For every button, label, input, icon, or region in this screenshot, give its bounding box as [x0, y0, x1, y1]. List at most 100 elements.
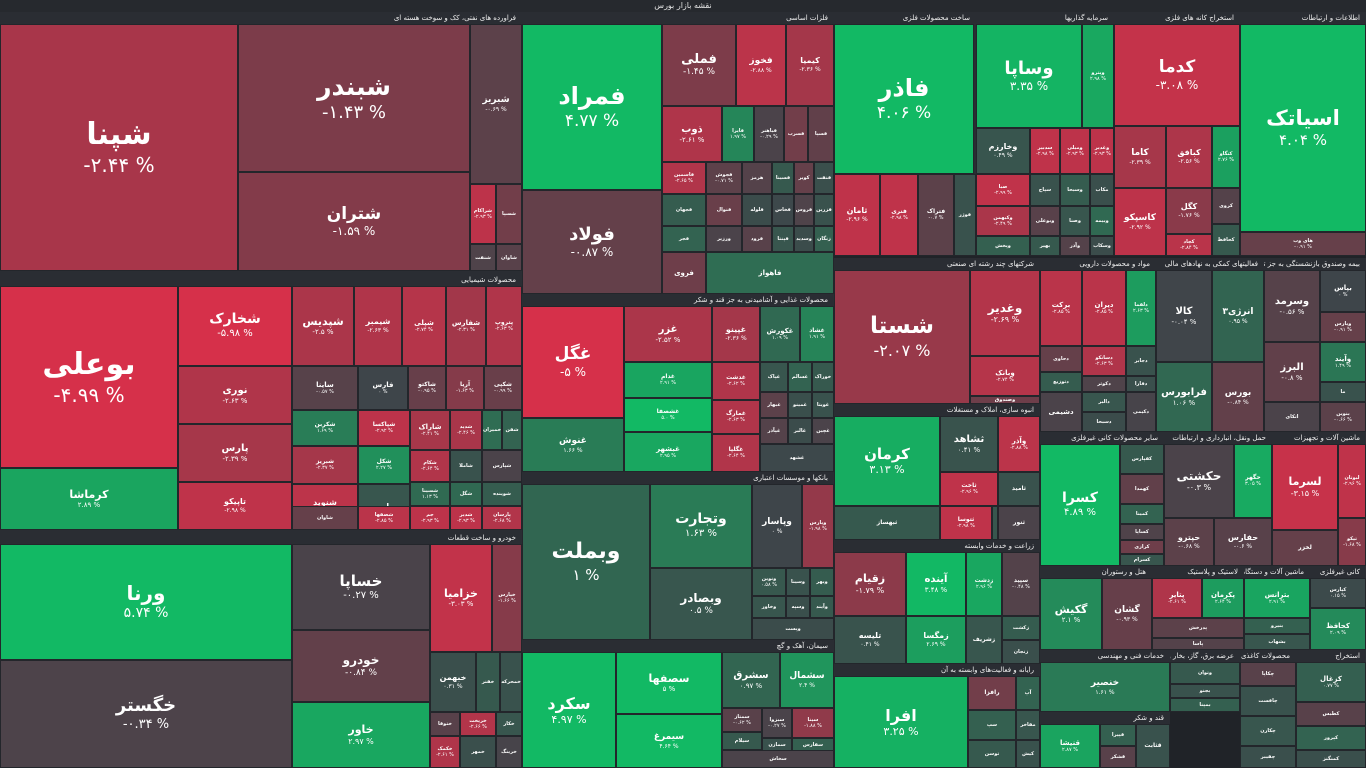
- stock-tile[interactable]: کالا -۰.۰۴ %: [1156, 270, 1212, 362]
- stock-tile[interactable]: شیمبر -۲.۶۳ %: [354, 286, 402, 366]
- stock-tile[interactable]: غسالم: [788, 362, 812, 392]
- stock-tile[interactable]: وبملت ۱ %: [522, 484, 650, 640]
- stock-tile[interactable]: وبهر: [810, 568, 834, 596]
- stock-tile[interactable]: غنوش ۱.۶۶ %: [522, 418, 624, 472]
- stock-tile[interactable]: ثاخت -۲.۹۶ %: [940, 472, 998, 506]
- stock-tile[interactable]: بمپنا: [1170, 698, 1240, 712]
- stock-tile[interactable]: فپنتا: [772, 226, 794, 252]
- stock-tile[interactable]: فجهان: [662, 194, 706, 226]
- stock-tile[interactable]: فملی -۱.۴۵ %: [662, 24, 736, 106]
- stock-tile[interactable]: فلوله: [742, 194, 772, 226]
- stock-tile[interactable]: چکاپا: [1240, 662, 1296, 686]
- stock-tile[interactable]: خکار: [496, 712, 522, 736]
- stock-tile[interactable]: وآیند ۱.۴۹ %: [1320, 342, 1366, 382]
- stock-tile[interactable]: آریا -۱.۶۳ %: [446, 366, 484, 410]
- stock-tile[interactable]: غگلپا -۲.۶۴ %: [712, 434, 760, 472]
- stock-tile[interactable]: ساینا -۰.۵۷ %: [292, 366, 358, 410]
- stock-tile[interactable]: شپدیس -۲.۵ %: [292, 286, 354, 366]
- stock-tile[interactable]: فجوش -۰.۷۱ %: [706, 162, 742, 194]
- stock-tile[interactable]: کاما -۲.۳۹ %: [1114, 126, 1166, 188]
- stock-tile[interactable]: فاهواز: [706, 252, 834, 294]
- stock-tile[interactable]: کبافق -۲.۵۶ %: [1166, 126, 1212, 188]
- stock-tile[interactable]: غمارگ -۲.۶۳ %: [712, 400, 760, 434]
- stock-tile[interactable]: دکوثر: [1082, 376, 1126, 392]
- stock-tile[interactable]: فایرا ۱.۹۷ %: [722, 106, 754, 162]
- stock-tile[interactable]: بهیر: [1030, 236, 1060, 256]
- stock-tile[interactable]: وتجارت ۱.۶۳ %: [650, 484, 752, 568]
- stock-tile[interactable]: شکپی -۰.۹۹ %: [484, 366, 522, 410]
- stock-tile[interactable]: کحافظ ۲.۰۹ %: [1310, 608, 1366, 650]
- stock-tile[interactable]: حفارس -۰.۶ %: [1214, 518, 1272, 566]
- stock-tile[interactable]: غچین: [812, 418, 834, 444]
- stock-tile[interactable]: دشیمی: [1040, 392, 1082, 432]
- stock-tile[interactable]: وسدید: [794, 226, 814, 252]
- stock-tile[interactable]: وپخش: [976, 236, 1030, 256]
- stock-tile[interactable]: خرینگ: [496, 736, 522, 768]
- stock-tile[interactable]: غبهار: [760, 392, 788, 418]
- stock-tile[interactable]: مفاخر: [1016, 710, 1040, 740]
- stock-tile[interactable]: دسبحا: [1082, 412, 1126, 432]
- stock-tile[interactable]: ثنور: [998, 506, 1040, 540]
- stock-tile[interactable]: کرمان ۳.۱۳ %: [834, 416, 940, 506]
- stock-tile[interactable]: تلیسه ۰.۴۱ %: [834, 616, 906, 664]
- stock-tile[interactable]: شبریز -۲.۳۷ %: [292, 446, 358, 484]
- stock-tile[interactable]: فرابورس ۱.۰۶ %: [1156, 362, 1212, 432]
- stock-tile[interactable]: دیران -۲.۸۵ %: [1082, 270, 1126, 346]
- stock-tile[interactable]: سکرد ۴.۹۷ %: [522, 652, 616, 768]
- stock-tile[interactable]: شاراک -۲.۴۱ %: [410, 410, 450, 450]
- stock-tile[interactable]: فنوال: [706, 194, 742, 226]
- stock-tile[interactable]: ثامان -۲.۹۶ %: [834, 174, 880, 256]
- stock-tile[interactable]: کچاد -۲.۸۴ %: [1166, 234, 1212, 256]
- stock-tile[interactable]: ثتوسا -۲.۹۸ %: [940, 506, 992, 540]
- stock-tile[interactable]: کیش: [1016, 740, 1040, 768]
- stock-tile[interactable]: فوژر: [954, 174, 976, 256]
- stock-tile[interactable]: شگل: [450, 482, 482, 506]
- stock-tile[interactable]: هرمز: [742, 162, 772, 194]
- stock-tile[interactable]: بپاس ۰ %: [1320, 270, 1366, 312]
- stock-tile[interactable]: وغدیر -۲.۹۳ %: [1090, 128, 1114, 174]
- stock-tile[interactable]: سمتاز -۰.۶۲ %: [722, 708, 762, 732]
- stock-tile[interactable]: وآذر -۲.۸۸ %: [998, 416, 1040, 472]
- stock-tile[interactable]: اتکای: [1264, 402, 1320, 432]
- stock-tile[interactable]: وتوان: [1170, 662, 1240, 684]
- stock-tile[interactable]: افرا ۳.۲۵ %: [834, 676, 968, 768]
- stock-tile[interactable]: کگل -۱.۷۶ %: [1166, 188, 1212, 234]
- stock-tile[interactable]: صبا -۲.۹۹ %: [976, 174, 1030, 206]
- stock-tile[interactable]: سپید -۰.۴۸ %: [1002, 552, 1040, 616]
- stock-tile[interactable]: بنوین -۰.۶۶ %: [1320, 402, 1366, 432]
- stock-tile[interactable]: فزرین: [814, 194, 834, 226]
- stock-tile[interactable]: آینده ۳.۴۸ %: [906, 552, 966, 616]
- stock-tile[interactable]: غبشهر ۲.۹۵ %: [624, 432, 712, 472]
- stock-tile[interactable]: فروس: [794, 194, 814, 226]
- stock-tile[interactable]: چافست: [1240, 686, 1296, 716]
- stock-tile[interactable]: فاسمین -۲.۶۵ %: [662, 162, 706, 194]
- stock-tile[interactable]: وسپه: [786, 596, 810, 618]
- stock-tile[interactable]: شاملا: [450, 450, 482, 482]
- stock-tile[interactable]: شدیر -۲.۹۳ %: [450, 506, 482, 530]
- stock-tile[interactable]: خگستر -۰.۳۴ %: [0, 660, 292, 768]
- stock-tile[interactable]: شفارس -۲.۳۱ %: [446, 286, 486, 366]
- stock-tile[interactable]: غشصفا ۵.۰ %: [624, 398, 712, 432]
- stock-tile[interactable]: کطبس: [1296, 702, 1366, 726]
- stock-tile[interactable]: وبصادر ۰.۵ %: [650, 568, 752, 640]
- stock-tile[interactable]: غکورش ۱.۰۹ %: [760, 306, 800, 362]
- stock-tile[interactable]: فنفت: [814, 162, 834, 194]
- stock-tile[interactable]: های وب -۰.۹۱ %: [1240, 232, 1366, 256]
- stock-tile[interactable]: پکرمان ۲.۶۴ %: [1202, 578, 1244, 618]
- stock-tile[interactable]: قپیرا: [1100, 724, 1136, 746]
- stock-tile[interactable]: شسینا ۱.۱۳ %: [410, 482, 450, 506]
- stock-tile[interactable]: شخارک -۵.۹۸ %: [178, 286, 292, 366]
- stock-tile[interactable]: خمحرکه: [500, 652, 522, 712]
- stock-tile[interactable]: شاوان: [292, 506, 358, 530]
- stock-tile[interactable]: کروی: [1212, 188, 1240, 224]
- stock-tile[interactable]: خکمک -۲.۶۱ %: [430, 736, 460, 768]
- stock-tile[interactable]: وپاسار ۰ %: [752, 484, 802, 568]
- stock-tile[interactable]: اسیاتک ۴.۰۴ %: [1240, 24, 1366, 232]
- stock-tile[interactable]: حکشتی -۰.۳ %: [1164, 444, 1234, 518]
- stock-tile[interactable]: شاوان: [496, 244, 522, 271]
- stock-tile[interactable]: مکاب: [1090, 174, 1114, 206]
- stock-tile[interactable]: فسینا: [772, 162, 794, 194]
- stock-tile[interactable]: خاور ۲.۹۷ %: [292, 702, 430, 768]
- stock-tile[interactable]: فخوز -۲.۸۸ %: [736, 24, 786, 106]
- stock-tile[interactable]: دفارا: [1126, 376, 1156, 392]
